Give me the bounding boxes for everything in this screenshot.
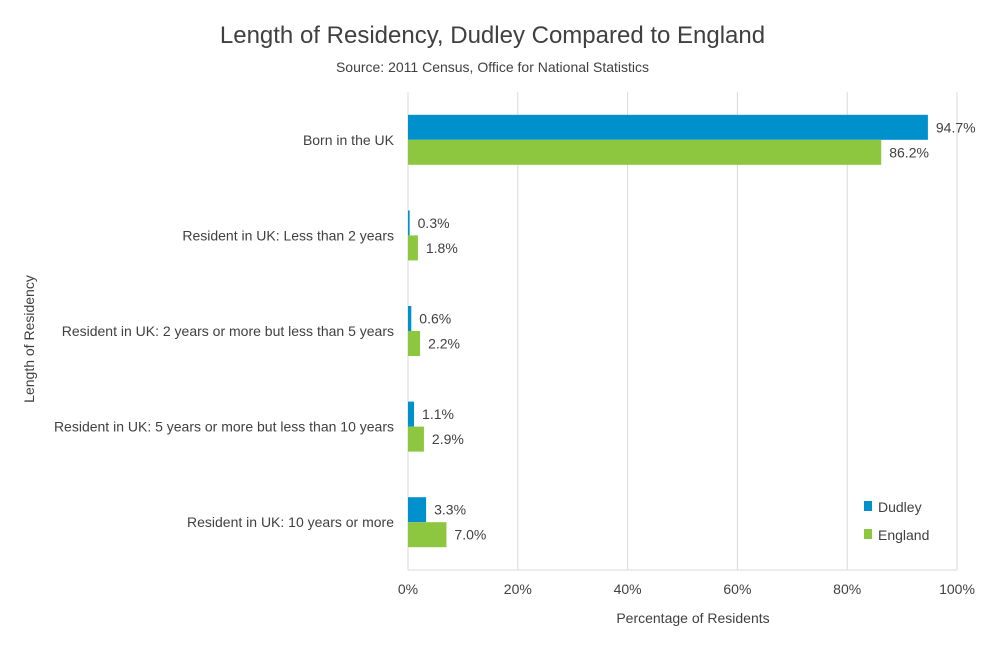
bar-dudley xyxy=(408,210,410,236)
x-tick-label: 0% xyxy=(398,581,418,597)
data-label: 7.0% xyxy=(454,527,486,543)
bar-england xyxy=(408,235,418,261)
data-label: 3.3% xyxy=(434,502,466,518)
x-tick-labels: 0% 20% 40% 60% 80% 100% xyxy=(398,581,975,597)
bar-england xyxy=(408,139,882,165)
data-label: 0.6% xyxy=(419,311,451,327)
data-label: 1.8% xyxy=(426,240,458,256)
data-label: 0.3% xyxy=(418,215,450,231)
bar-dudley xyxy=(408,306,412,331)
data-label: 86.2% xyxy=(889,144,929,160)
data-label: 2.2% xyxy=(428,336,460,352)
category-labels: Born in the UK Resident in UK: Less than … xyxy=(54,132,395,530)
bar-dudley xyxy=(408,114,928,140)
chart-subtitle: Source: 2011 Census, Office for National… xyxy=(335,59,650,75)
bar-england xyxy=(408,426,424,452)
category-label: Resident in UK: 10 years or more xyxy=(187,514,394,530)
y-axis-label: Length of Residency xyxy=(21,275,37,403)
bar-england xyxy=(408,331,421,356)
chart-title: Length of Residency, Dudley Compared to … xyxy=(219,22,766,49)
legend: Dudley England xyxy=(864,499,929,543)
legend-swatch xyxy=(864,529,872,539)
x-tick-label: 60% xyxy=(723,581,751,597)
category-label: Resident in UK: Less than 2 years xyxy=(182,227,394,243)
category-label: Resident in UK: 5 years or more but less… xyxy=(54,419,394,435)
x-tick-label: 20% xyxy=(504,581,532,597)
x-axis-label: Percentage of Residents xyxy=(616,610,769,626)
data-label: 94.7% xyxy=(936,119,976,135)
x-tick-label: 100% xyxy=(939,581,975,597)
legend-label: England xyxy=(878,527,929,543)
category-label: Born in the UK xyxy=(303,132,395,148)
data-label: 1.1% xyxy=(422,406,454,422)
legend-swatch xyxy=(864,501,872,511)
bar-dudley xyxy=(408,497,427,523)
data-label: 2.9% xyxy=(432,431,464,447)
bar-england xyxy=(408,522,447,548)
x-tick-label: 80% xyxy=(833,581,861,597)
legend-label: Dudley xyxy=(878,499,922,515)
category-label: Resident in UK: 2 years or more but less… xyxy=(62,323,394,339)
bars: 94.7% 86.2% 0.3% 1.8% 0.6% 2.2% 1.1% 2.9% 3.3% 7.… xyxy=(408,114,976,548)
bar-dudley xyxy=(408,401,415,427)
x-tick-label: 40% xyxy=(614,581,642,597)
